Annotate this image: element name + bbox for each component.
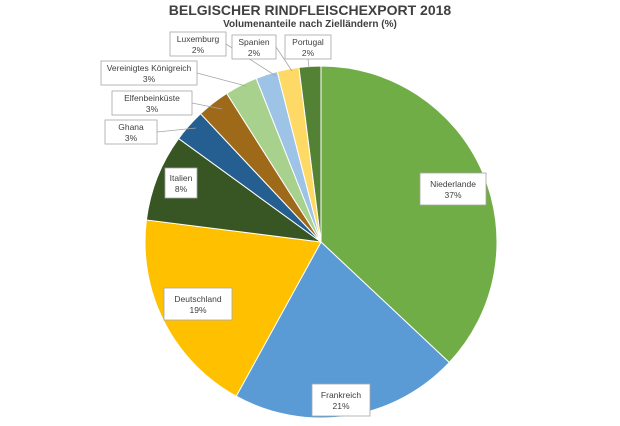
leader-line (275, 46, 293, 72)
data-label-category: Vereinigtes Königreich (107, 63, 192, 73)
leader-line (191, 102, 223, 110)
leader-line (156, 127, 197, 133)
pie-slice-niederlande (320, 65, 498, 364)
data-label-category: Elfenbeinküste (124, 93, 180, 103)
chart-subtitle: Volumenanteile nach Zielländern (%) (223, 19, 397, 30)
data-label-box (284, 34, 332, 60)
data-label-box (311, 383, 371, 417)
leader-line (307, 58, 310, 69)
data-label-value: 37% (444, 190, 461, 200)
data-label-box (169, 31, 227, 57)
data-label-box (111, 90, 193, 116)
pie-slice-portugal (298, 65, 322, 243)
data-label-value: 2% (302, 48, 315, 58)
data-label-category: Frankreich (321, 390, 361, 400)
data-label-box (231, 34, 277, 60)
data-label-box (419, 172, 487, 206)
chart-title: BELGISCHER RINDFLEISCHEXPORT 2018 (168, 2, 452, 18)
pie-slice-italien (145, 137, 322, 243)
data-label-value: 2% (192, 45, 205, 55)
data-label-value: 19% (189, 305, 206, 315)
data-label-value: 3% (146, 104, 159, 114)
data-label-value: 21% (332, 401, 349, 411)
data-label-category: Niederlande (430, 179, 476, 189)
data-label-value: 3% (143, 74, 156, 84)
data-label-category: Deutschland (174, 294, 222, 304)
data-label-box (163, 287, 233, 321)
data-label-value: 3% (125, 133, 138, 143)
leader-line (196, 72, 247, 87)
data-label-box (100, 60, 198, 86)
data-label-category: Spanien (238, 37, 269, 47)
data-label-category: Italien (170, 173, 193, 183)
pie-slice-deutschland (144, 219, 322, 397)
data-label-category: Ghana (118, 122, 144, 132)
data-label-box (104, 119, 158, 145)
data-label-value: 8% (175, 184, 188, 194)
data-label-box (164, 167, 198, 199)
data-label-category: Luxemburg (177, 34, 220, 44)
data-label-value: 2% (248, 48, 261, 58)
data-label-category: Portugal (292, 37, 324, 47)
